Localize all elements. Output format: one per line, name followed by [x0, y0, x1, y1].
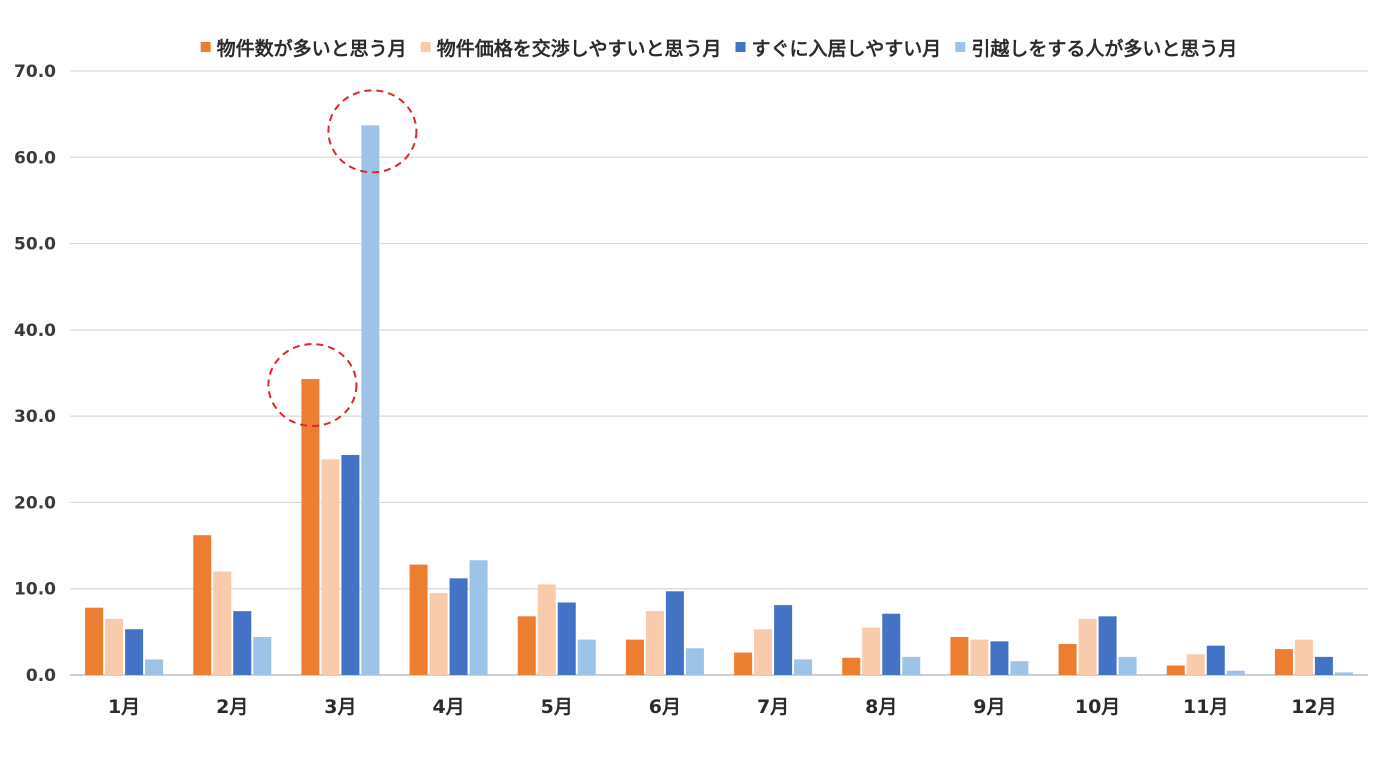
bar: 7月 引越しをする人が多いと思う月: 1.8	[794, 659, 813, 675]
bar: 10月 すぐに入居しやすい月: 6.8	[1098, 616, 1117, 675]
legend: 物件数が多いと思う月 物件価格を交渉しやすいと思う月 すぐに入居しやすい月 引越しをす…	[200, 37, 1237, 60]
x-axis-category-labels: 1月 2月 3月 4月 5月 6月 7月 8月 9月 10月 11月 12月	[108, 696, 1337, 718]
x-tick-label: 2月	[216, 696, 248, 718]
legend-item: すぐに入居しやすい月	[735, 38, 942, 60]
bar: 9月 引越しをする人が多いと思う月: 1.6	[1010, 661, 1029, 675]
bar: 1月 物件価格を交渉しやすいと思う月: 6.5	[105, 618, 124, 675]
x-tick-label: 12月	[1291, 696, 1336, 718]
bar: 2月 引越しをする人が多いと思う月: 4.4	[253, 637, 272, 675]
bar: 12月 物件数が多いと思う月: 3	[1274, 649, 1293, 675]
bar: 12月 物件価格を交渉しやすいと思う月: 4.1	[1294, 639, 1313, 675]
bar: 6月 すぐに入居しやすい月: 9.7	[665, 591, 684, 675]
bar: 7月 物件数が多いと思う月: 2.6	[734, 652, 753, 675]
bar: 2月 物件数が多いと思う月: 16.2	[193, 535, 212, 675]
bar: 2月 物件価格を交渉しやすいと思う月: 12	[213, 571, 232, 675]
bar: 6月 引越しをする人が多いと思う月: 3.1	[685, 648, 704, 675]
bar: 1月 引越しをする人が多いと思う月: 1.8	[145, 659, 164, 675]
y-tick-label: 20.0	[14, 493, 56, 513]
bars: 1月 物件数が多いと思う月: 7.81月 物件価格を交渉しやすいと思う月: 6.…	[85, 125, 1353, 676]
bar: 1月 物件数が多いと思う月: 7.8	[85, 607, 104, 675]
legend-swatch	[735, 42, 746, 52]
bar: 10月 物件価格を交渉しやすいと思う月: 6.5	[1078, 618, 1097, 675]
gridlines	[70, 70, 1368, 676]
legend-item: 物件価格を交渉しやすいと思う月	[420, 37, 722, 60]
bar: 1月 すぐに入居しやすい月: 5.3	[125, 629, 144, 675]
highlight-circle	[327, 89, 418, 174]
legend-swatch	[955, 42, 966, 52]
bar: 4月 物件価格を交渉しやすいと思う月: 9.5	[429, 593, 448, 675]
y-tick-label: 70.0	[14, 62, 56, 82]
x-tick-label: 8月	[865, 696, 897, 718]
x-tick-label: 6月	[649, 696, 681, 718]
x-tick-label: 7月	[757, 696, 789, 718]
bar: 6月 物件数が多いと思う月: 4.1	[625, 639, 644, 675]
bar: 12月 引越しをする人が多いと思う月: 0.3	[1334, 672, 1353, 675]
bar: 4月 引越しをする人が多いと思う月: 13.3	[469, 560, 488, 675]
bar: 5月 物件数が多いと思う月: 6.8	[517, 616, 536, 675]
bar: 10月 引越しをする人が多いと思う月: 2.1	[1118, 656, 1137, 675]
bar: 7月 物件価格を交渉しやすいと思う月: 5.3	[754, 629, 773, 675]
legend-label: 物件数が多いと思う月	[217, 37, 407, 60]
bar: 9月 物件数が多いと思う月: 4.4	[950, 637, 969, 675]
bar: 3月 物件数が多いと思う月: 34.3	[301, 379, 320, 675]
legend-label: 物件価格を交渉しやすいと思う月	[437, 37, 722, 60]
bar: 5月 引越しをする人が多いと思う月: 4.1	[577, 639, 596, 675]
bar: 3月 物件価格を交渉しやすいと思う月: 25	[321, 459, 340, 675]
bar: 6月 物件価格を交渉しやすいと思う月: 7.4	[645, 611, 664, 675]
highlight-circle	[267, 343, 358, 428]
bar: 8月 すぐに入居しやすい月: 7.1	[882, 613, 901, 675]
bar: 8月 引越しをする人が多いと思う月: 2.1	[902, 656, 921, 675]
bar: 11月 物件価格を交渉しやすいと思う月: 2.4	[1186, 654, 1205, 675]
legend-swatch	[200, 42, 211, 52]
y-tick-label: 40.0	[14, 321, 56, 341]
bar: 9月 すぐに入居しやすい月: 3.9	[990, 641, 1009, 675]
bar: 8月 物件数が多いと思う月: 2	[842, 657, 861, 675]
y-tick-label: 50.0	[14, 235, 56, 255]
bar: 9月 物件価格を交渉しやすいと思う月: 4.1	[970, 639, 989, 675]
legend-label: 引越しをする人が多いと思う月	[971, 37, 1237, 60]
x-tick-label: 3月	[324, 696, 356, 718]
x-tick-label: 11月	[1183, 696, 1228, 718]
bar: 12月 すぐに入居しやすい月: 2.1	[1314, 656, 1333, 675]
bar: 5月 物件価格を交渉しやすいと思う月: 10.5	[537, 584, 556, 675]
bar: 7月 すぐに入居しやすい月: 8.1	[774, 605, 793, 675]
y-tick-label: 0.0	[26, 666, 56, 686]
legend-item: 引越しをする人が多いと思う月	[955, 37, 1237, 60]
bar: 8月 物件価格を交渉しやすいと思う月: 5.5	[862, 627, 881, 675]
legend-swatch	[420, 42, 431, 52]
bar: 11月 すぐに入居しやすい月: 3.4	[1206, 645, 1225, 675]
legend-item: 物件数が多いと思う月	[200, 37, 407, 60]
bar: 5月 すぐに入居しやすい月: 8.4	[557, 602, 576, 675]
bar: 3月 引越しをする人が多いと思う月: 63.7	[361, 125, 380, 676]
highlight-annotations	[267, 89, 418, 428]
y-tick-label: 10.0	[14, 580, 56, 600]
y-tick-label: 30.0	[14, 407, 56, 427]
bar: 11月 引越しをする人が多いと思う月: 0.5	[1226, 670, 1245, 675]
x-tick-label: 10月	[1075, 696, 1120, 718]
x-tick-label: 9月	[973, 696, 1005, 718]
bar: 4月 物件数が多いと思う月: 12.8	[409, 564, 428, 675]
bar: 10月 物件数が多いと思う月: 3.6	[1058, 643, 1077, 675]
y-tick-label: 60.0	[14, 148, 56, 168]
bar: 11月 物件数が多いと思う月: 1.1	[1166, 665, 1185, 675]
bar: 2月 すぐに入居しやすい月: 7.4	[233, 611, 252, 675]
x-tick-label: 4月	[432, 696, 464, 718]
bar: 3月 すぐに入居しやすい月: 25.5	[341, 454, 360, 675]
x-tick-label: 5月	[541, 696, 573, 718]
legend-label: すぐに入居しやすい月	[752, 38, 942, 60]
bar: 4月 すぐに入居しやすい月: 11.2	[449, 578, 468, 675]
x-tick-label: 1月	[108, 696, 140, 718]
y-axis-tick-labels: 0.0 10.0 20.0 30.0 40.0 50.0 60.0 70.0	[14, 62, 56, 686]
